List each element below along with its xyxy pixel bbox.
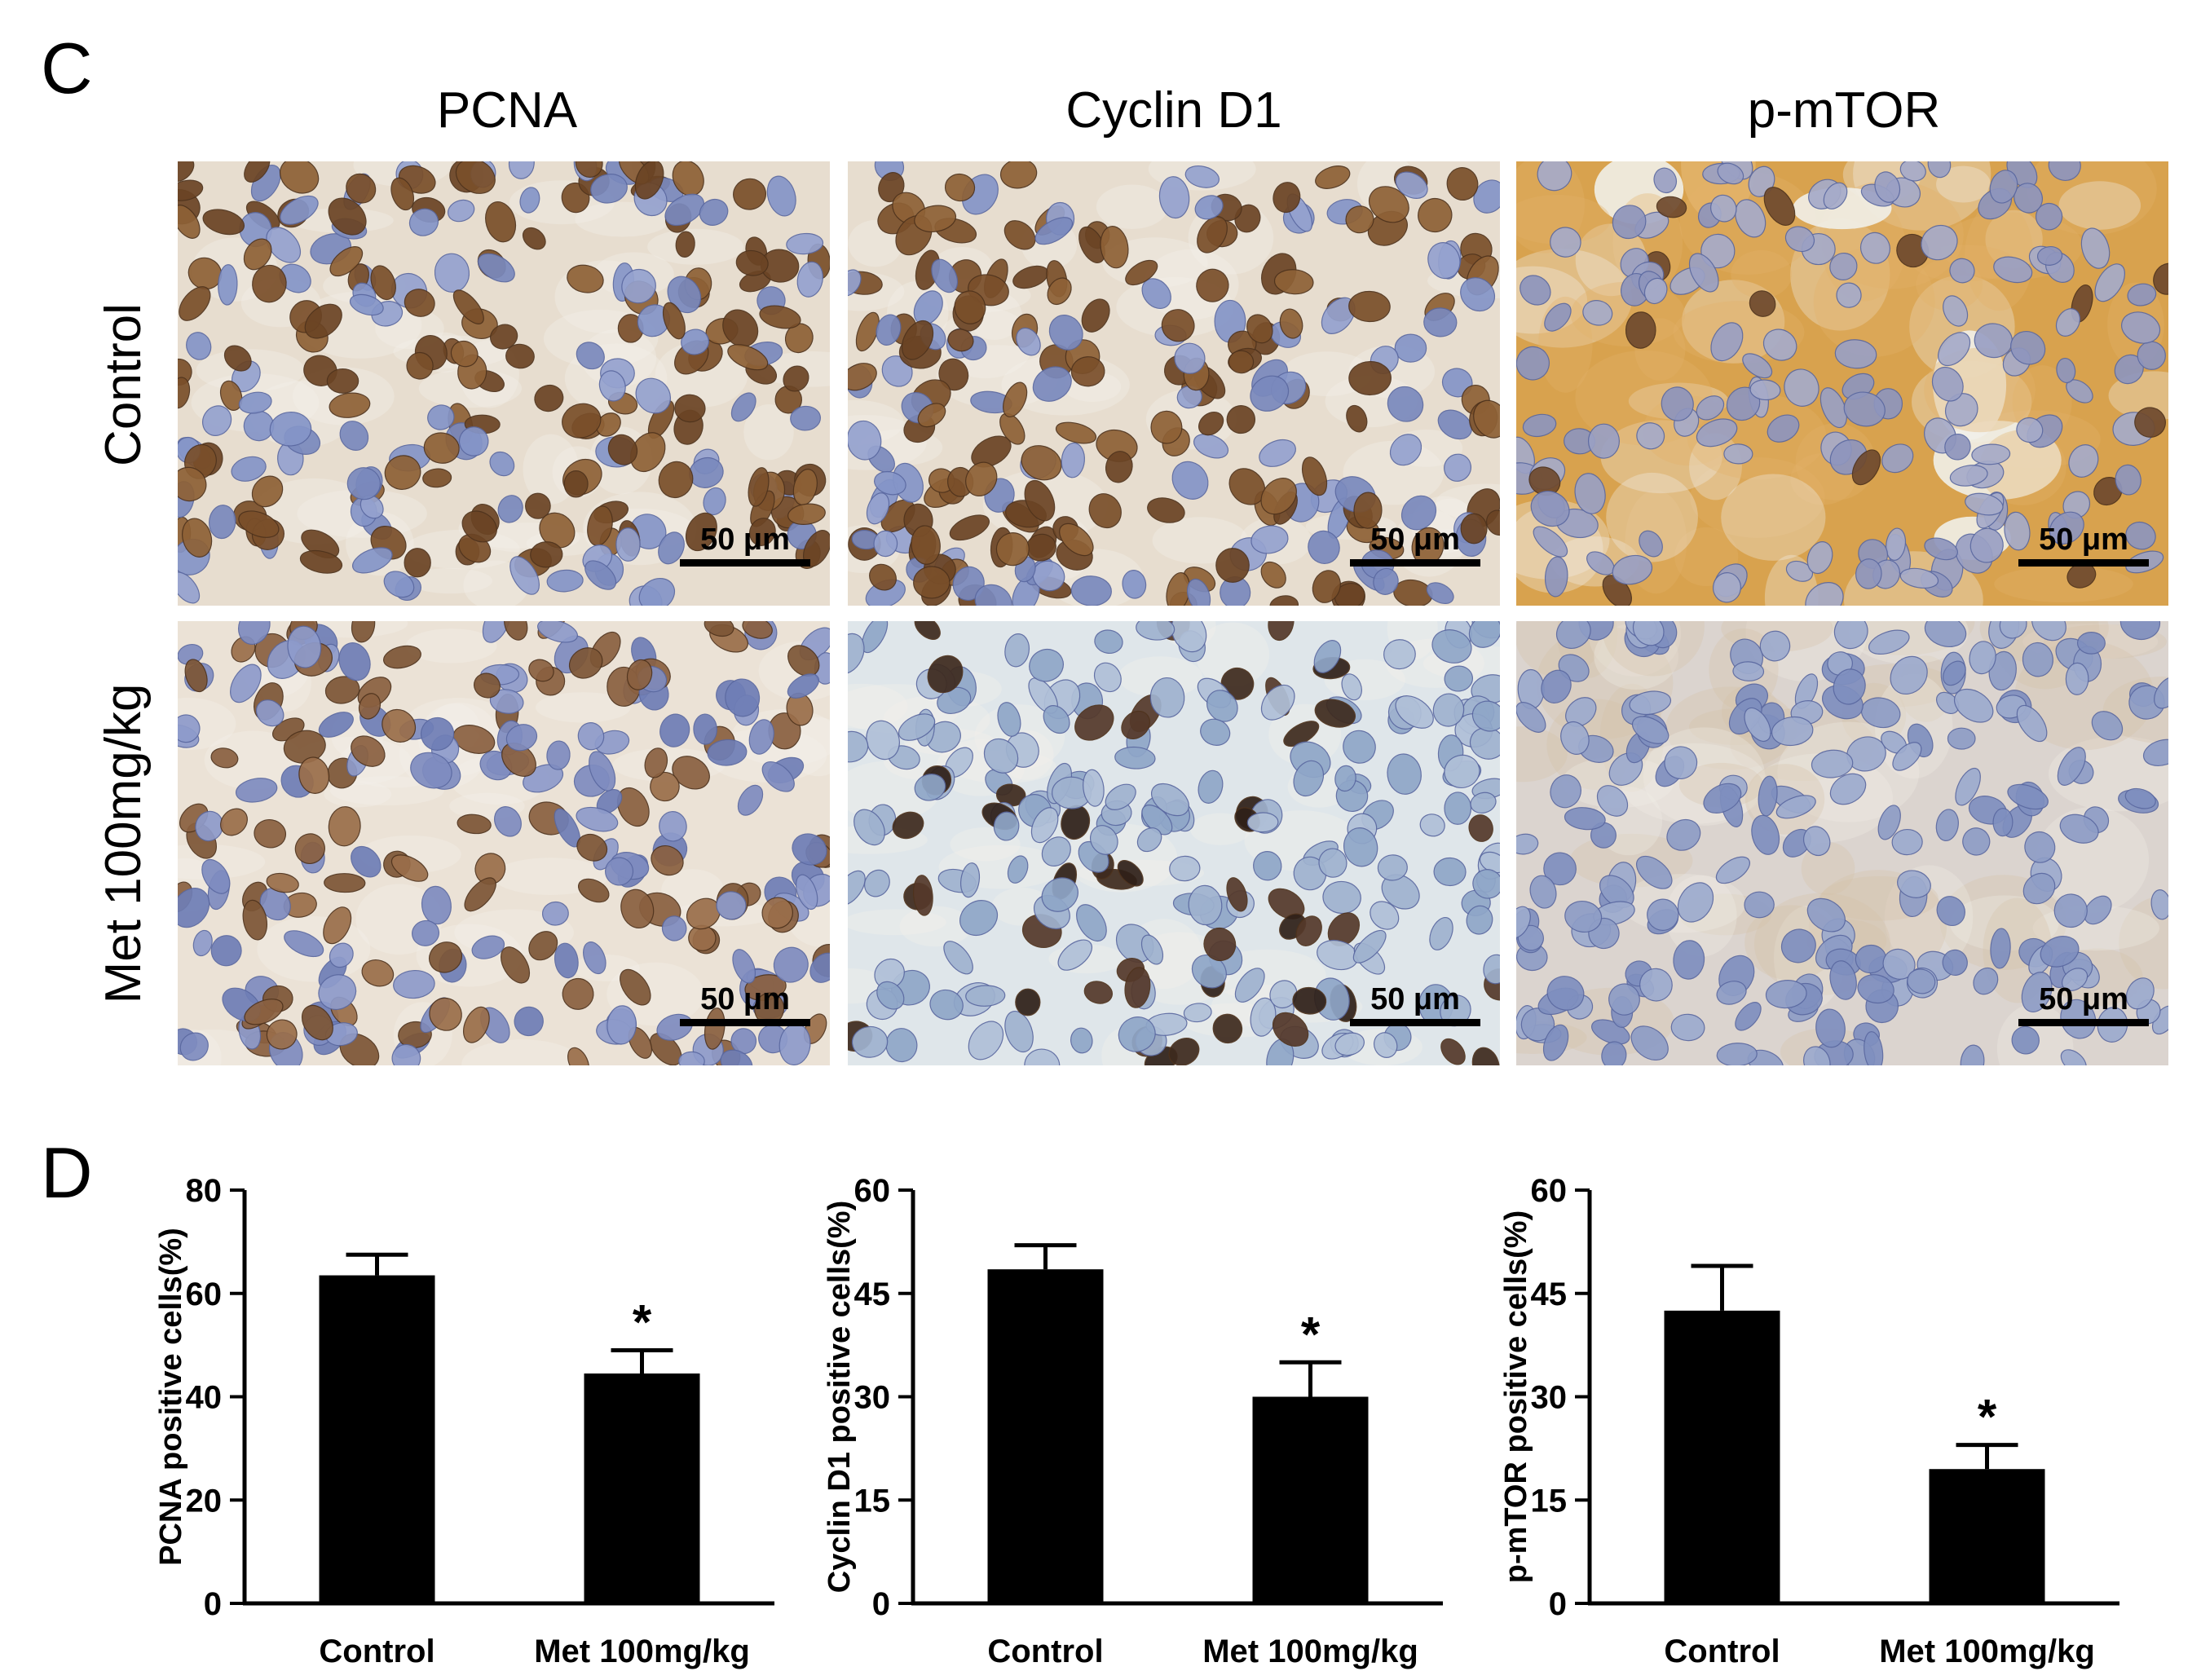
scale-bar-label: 50 μm: [1370, 982, 1460, 1016]
micrograph-met-cyclin-d1: 50 μm: [848, 621, 1500, 1065]
y-tick-label: 60: [1531, 1173, 1568, 1209]
y-tick-label: 20: [186, 1483, 223, 1519]
scale-bar: [2018, 1019, 2149, 1026]
scale-bar-label: 50 μm: [2039, 982, 2128, 1016]
scale-bar: [1350, 559, 1480, 567]
micrograph-met-p-mtor: 50 μm: [1516, 621, 2168, 1065]
scale-bar: [680, 559, 810, 567]
y-tick-label: 60: [854, 1173, 891, 1209]
column-title-cyclin-d1: Cyclin D1: [1065, 82, 1282, 139]
column-title-p-mtor: p-mTOR: [1747, 82, 1941, 139]
y-tick-label: 15: [854, 1483, 891, 1519]
micrograph-control-pcna: 50 μm: [178, 161, 830, 606]
scale-bar-label: 50 μm: [2039, 523, 2128, 557]
scale-bar: [680, 1019, 810, 1026]
x-category-label: Control: [1664, 1634, 1780, 1669]
row-label-control: Control: [95, 303, 152, 466]
y-tick-label: 0: [872, 1586, 890, 1622]
micrograph-control-p-mtor: 50 μm: [1516, 161, 2168, 606]
bar-control: [1664, 1310, 1780, 1603]
y-tick-label: 60: [186, 1277, 223, 1312]
significance-asterisk: *: [1978, 1390, 1997, 1444]
bar-control: [319, 1275, 435, 1603]
y-axis-label: PCNA positive cells(%): [155, 1228, 188, 1566]
pcna-bar-chart: 0 20 40 60 80 PCNA positive cells(%) Control Me…: [155, 1173, 774, 1669]
scale-bar-label: 50 μm: [1370, 523, 1460, 557]
y-tick-label: 0: [1549, 1586, 1567, 1622]
y-axis-label: Cyclin D1 positive cells(%): [823, 1201, 857, 1594]
scale-bar-label: 50 μm: [700, 523, 790, 557]
panel-letter-d: D: [41, 1132, 93, 1213]
y-tick-label: 45: [1531, 1277, 1568, 1312]
y-tick-label: 0: [204, 1586, 222, 1622]
scale-bar: [2018, 559, 2149, 567]
x-category-label: Met 100mg/kg: [1879, 1634, 2095, 1669]
scale-bar: [1350, 1019, 1480, 1026]
significance-asterisk: *: [633, 1294, 652, 1349]
bar-met: [1252, 1396, 1369, 1603]
y-tick-label: 45: [854, 1277, 891, 1312]
bar-control: [987, 1269, 1104, 1603]
bar-met: [1929, 1469, 2045, 1603]
significance-asterisk: *: [1301, 1307, 1321, 1361]
x-category-label: Control: [319, 1634, 434, 1669]
y-tick-label: 30: [854, 1380, 891, 1416]
y-tick-label: 15: [1531, 1483, 1568, 1519]
row-label-met: Met 100mg/kg: [95, 683, 152, 1004]
y-tick-label: 30: [1531, 1380, 1568, 1416]
x-category-label: Control: [987, 1634, 1103, 1669]
column-title-pcna: PCNA: [436, 82, 578, 139]
micrograph-met-pcna: 50 μm: [178, 621, 830, 1065]
p-mtor-bar-chart: 0 15 30 45 60p-mTOR positive cells(%) Control…: [1500, 1173, 2119, 1669]
x-category-label: Met 100mg/kg: [1202, 1634, 1418, 1669]
x-category-label: Met 100mg/kg: [534, 1634, 750, 1669]
y-tick-label: 80: [186, 1173, 223, 1209]
bar-met: [584, 1373, 700, 1603]
y-tick-label: 40: [186, 1380, 223, 1416]
panel-letter-c: C: [41, 28, 93, 108]
micrograph-control-cyclin-d1: 50 μm: [848, 161, 1500, 606]
scale-bar-label: 50 μm: [700, 982, 790, 1016]
y-axis-label: p-mTOR positive cells(%): [1500, 1210, 1533, 1584]
